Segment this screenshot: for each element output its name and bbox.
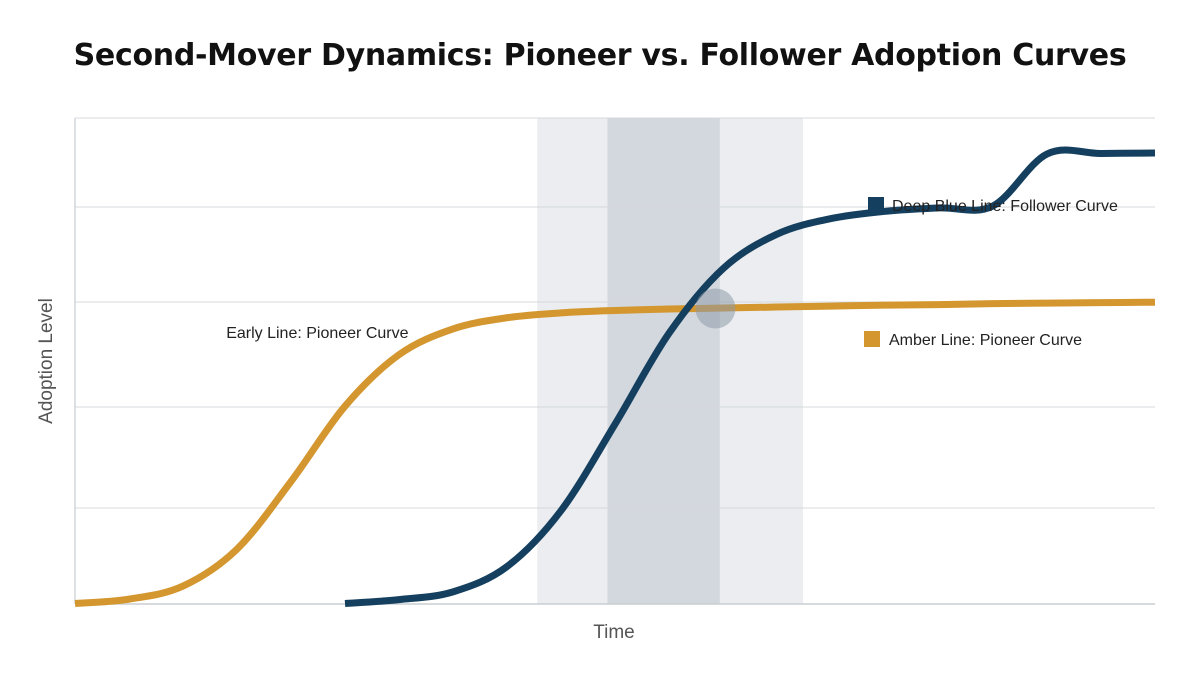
legend-swatch-follower bbox=[868, 197, 884, 213]
y-axis-label: Adoption Level bbox=[36, 298, 57, 424]
crossover-marker bbox=[695, 288, 736, 329]
early-pioneer-annotation: Early Line: Pioneer Curve bbox=[226, 325, 408, 342]
series-lines bbox=[74, 146, 1156, 608]
highlight-bands bbox=[537, 118, 803, 604]
chart-title: Second-Mover Dynamics: Pioneer vs. Follo… bbox=[73, 38, 1127, 73]
annotations: Early Line: Pioneer Curve Amber Line: Pio… bbox=[226, 197, 1118, 349]
legend-swatch-pioneer bbox=[864, 331, 880, 347]
markers bbox=[695, 288, 736, 329]
legend-label-follower: Deep Blue Line: Follower Curve bbox=[892, 198, 1118, 215]
highlight-band-1 bbox=[607, 118, 720, 604]
pioneer-curve-line bbox=[74, 298, 1156, 608]
legend-label-pioneer: Amber Line: Pioneer Curve bbox=[889, 332, 1082, 349]
follower-curve-line bbox=[344, 146, 1156, 608]
x-axis-label: Time bbox=[593, 622, 635, 643]
